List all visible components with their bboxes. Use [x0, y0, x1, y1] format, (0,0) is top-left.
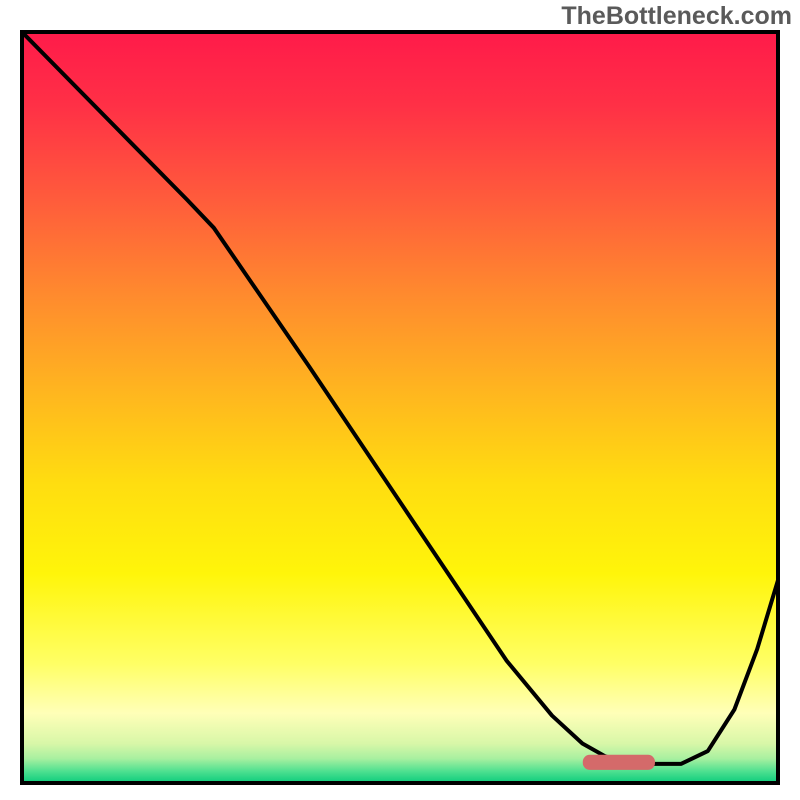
optimal-marker	[583, 755, 655, 770]
bottleneck-chart: TheBottleneck.com	[0, 0, 800, 800]
chart-svg	[0, 0, 800, 800]
watermark-text: TheBottleneck.com	[561, 2, 792, 31]
